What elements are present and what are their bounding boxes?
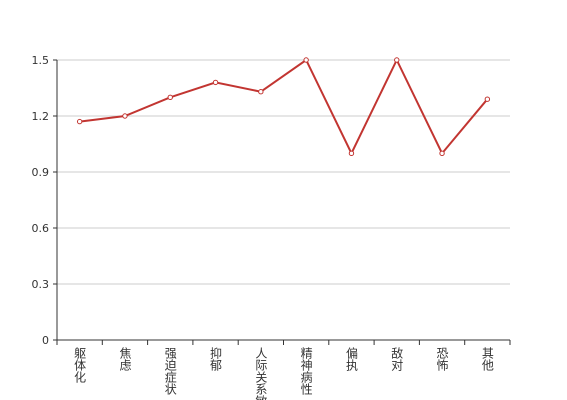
point: [439, 150, 445, 157]
point: [76, 118, 83, 125]
point: [122, 113, 128, 119]
line: [79, 57, 489, 156]
point: [348, 150, 355, 157]
x-tick-label: 敌对: [390, 346, 404, 371]
point: [167, 94, 173, 101]
x-tick-label: 其他: [480, 347, 494, 371]
y-tick-label: 0.3: [32, 278, 50, 291]
y-tick-label: 0: [42, 334, 49, 347]
x-tick-label: 抑郁: [209, 346, 223, 372]
x-tick-label: 偏执: [344, 346, 358, 372]
x-tick-label: 强迫症状: [163, 347, 177, 395]
point: [258, 89, 264, 95]
point: [484, 96, 491, 102]
x-tick-label: 精神病性: [299, 347, 313, 396]
x-tick-label: 焦虑: [118, 347, 132, 371]
point: [303, 57, 309, 63]
y-tick-label: 1.5: [32, 54, 50, 67]
y-tick-label: 0.9: [32, 166, 50, 179]
x-tick-label: 人际关系敏感: [254, 347, 268, 400]
point: [394, 57, 400, 63]
x-tick-label: 躯体化: [73, 346, 87, 384]
y-tick-label: 1.2: [32, 110, 50, 123]
point: [212, 79, 219, 86]
y-tick-label: 0.6: [32, 222, 50, 235]
x-tick-label: 恐怖: [435, 347, 449, 371]
